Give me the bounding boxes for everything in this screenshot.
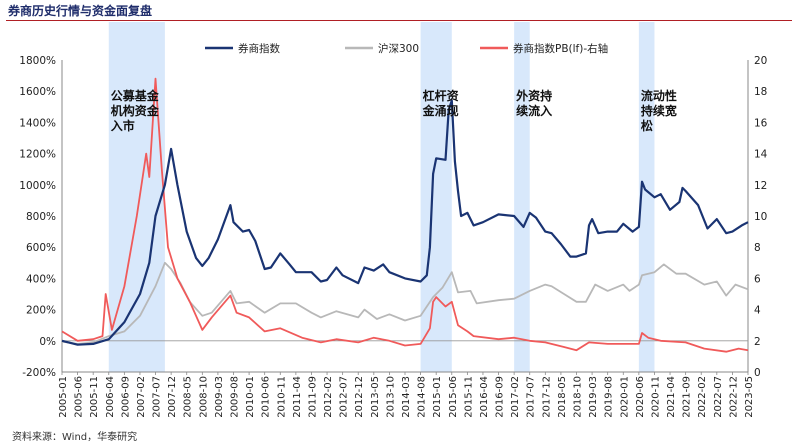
x-tick-label: 2020-06 xyxy=(635,376,646,418)
x-tick-label: 2014-03 xyxy=(401,376,412,418)
x-tick-label: 2005-01 xyxy=(58,376,69,418)
x-tick-label: 2018-10 xyxy=(573,376,584,418)
right-tick-label: 10 xyxy=(754,211,767,223)
x-tick-label: 2007-12 xyxy=(167,376,178,418)
page-title: 券商历史行情与资金面复盘 xyxy=(8,4,153,18)
x-tick-label: 2011-09 xyxy=(307,376,318,418)
right-axis-ticks: 0 2 4 6 8 10 12 14 16 18 20 xyxy=(754,55,768,379)
series-line-2 xyxy=(61,77,749,353)
x-tick-label: 2015-06 xyxy=(448,376,459,418)
x-tick-label: 2019-08 xyxy=(604,376,615,418)
title-divider xyxy=(6,20,792,21)
x-tick-label: 2015-11 xyxy=(463,376,474,418)
legend: 券商指数 沪深300 券商指数PB(lf)-右轴 xyxy=(205,42,608,55)
left-tick-label: 1400% xyxy=(19,117,56,129)
left-tick-label: 1000% xyxy=(19,180,56,192)
x-tick-label: 2023-05 xyxy=(744,376,755,418)
right-tick-label: 14 xyxy=(754,149,768,161)
source-note: 资料来源：Wind，华泰研究 xyxy=(12,432,138,443)
series-line-0 xyxy=(61,99,749,346)
x-tick-label: 2018-05 xyxy=(557,376,568,418)
x-tick-label: 2011-04 xyxy=(292,376,303,418)
x-tick-label: 2017-12 xyxy=(541,376,552,418)
right-tick-label: 20 xyxy=(754,55,767,67)
x-tick-label: 2017-07 xyxy=(526,376,537,418)
x-tick-label: 2007-07 xyxy=(152,376,163,418)
x-tick-label: 2022-12 xyxy=(728,376,739,418)
period-label-3-0: 流动性 xyxy=(641,88,677,103)
period-label-2-0: 外资持 xyxy=(516,88,552,103)
legend-label-2: 券商指数PB(lf)-右轴 xyxy=(513,42,608,55)
x-tick-label: 2013-10 xyxy=(385,376,396,418)
period-label-3-2: 松 xyxy=(641,118,653,133)
period-label-1-1: 金涌现 xyxy=(422,103,459,118)
x-tick-label: 2010-06 xyxy=(261,376,272,418)
period-label-0-1: 机构资金 xyxy=(111,103,160,118)
x-tick-label: 2010-11 xyxy=(276,376,287,418)
x-tick-label: 2020-11 xyxy=(650,376,661,418)
shaded-periods xyxy=(108,22,655,372)
right-tick-label: 0 xyxy=(754,367,761,379)
x-tick-label: 2009-03 xyxy=(214,376,225,418)
shaded-period-1 xyxy=(420,22,452,372)
x-tick-label: 2006-04 xyxy=(105,376,116,418)
left-tick-label: 1200% xyxy=(19,149,56,161)
x-tick-label: 2009-08 xyxy=(230,376,241,418)
x-tick-label: 2017-02 xyxy=(510,376,521,418)
left-tick-label: 400% xyxy=(26,273,56,285)
right-tick-label: 2 xyxy=(754,336,761,348)
right-tick-label: 16 xyxy=(754,117,768,129)
left-tick-label: 1600% xyxy=(19,86,56,98)
x-tick-label: 2014-08 xyxy=(417,376,428,418)
x-tick-label: 2007-02 xyxy=(136,376,147,418)
period-label-0-2: 入市 xyxy=(111,118,135,133)
x-tick-label: 2008-10 xyxy=(198,376,209,418)
x-tick-label: 2022-07 xyxy=(713,376,724,418)
left-tick-label: 0% xyxy=(39,336,56,348)
shaded-period-3 xyxy=(638,22,655,372)
right-tick-label: 18 xyxy=(754,86,767,98)
left-axis-ticks: -200% 0% 200% 400% 600% 800% 1000% 1200% 1400% 16… xyxy=(19,55,56,379)
legend-label-0: 券商指数 xyxy=(238,42,280,55)
x-tick-label: 2015-01 xyxy=(432,376,443,418)
x-tick-label: 2019-03 xyxy=(588,376,599,418)
left-tick-label: 200% xyxy=(26,305,56,317)
right-tick-label: 4 xyxy=(754,305,761,317)
x-axis-ticks: 2005-01 2005-06 2005-11 2006-04 2006-09 2007-… xyxy=(58,372,755,418)
period-label-2-1: 续流入 xyxy=(516,103,552,118)
left-tick-label: -200% xyxy=(22,367,56,379)
shaded-period-2 xyxy=(514,22,530,372)
x-tick-label: 2022-02 xyxy=(697,376,708,418)
x-tick-label: 2021-09 xyxy=(682,376,693,418)
x-tick-label: 2013-05 xyxy=(370,376,381,418)
x-tick-label: 2005-06 xyxy=(74,376,85,418)
x-tick-label: 2016-04 xyxy=(479,376,490,418)
x-tick-label: 2010-01 xyxy=(245,376,256,418)
x-tick-label: 2006-09 xyxy=(120,376,131,418)
x-tick-label: 2012-07 xyxy=(339,376,350,418)
left-tick-label: 800% xyxy=(26,211,56,223)
x-tick-label: 2021-04 xyxy=(666,376,677,418)
legend-label-1: 沪深300 xyxy=(378,42,419,55)
series-lines xyxy=(61,77,749,353)
period-label-0-0: 公募基金 xyxy=(111,88,160,103)
x-tick-label: 2016-09 xyxy=(495,376,506,418)
x-tick-label: 2012-12 xyxy=(354,376,365,418)
period-label-3-1: 持续宽 xyxy=(641,103,677,118)
left-tick-label: 600% xyxy=(26,242,56,254)
x-tick-label: 2008-05 xyxy=(183,376,194,418)
x-tick-label: 2005-11 xyxy=(89,376,100,418)
period-label-1-0: 杠杆资 xyxy=(423,88,459,103)
broker-index-chart: -200% 0% 200% 400% 600% 800% 1000% 1200% 1400% 16… xyxy=(19,22,768,418)
left-tick-label: 1800% xyxy=(19,55,56,67)
x-tick-label: 2020-01 xyxy=(619,376,630,418)
right-tick-label: 12 xyxy=(754,180,767,192)
right-tick-label: 8 xyxy=(754,242,761,254)
right-tick-label: 6 xyxy=(754,273,761,285)
x-tick-label: 2012-02 xyxy=(323,376,334,418)
